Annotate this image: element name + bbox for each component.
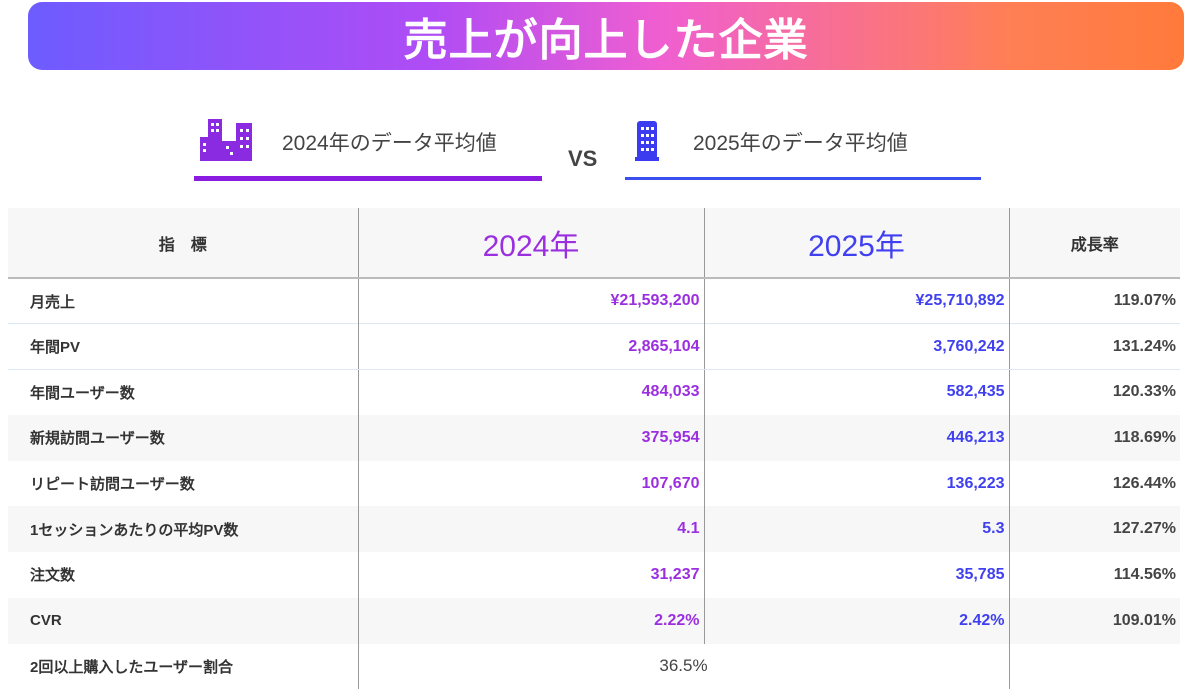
building-icon bbox=[635, 121, 659, 161]
metric-cell: 月売上 bbox=[30, 293, 76, 311]
buildings-icon bbox=[200, 119, 252, 161]
table-row-repeat-ratio: 2回以上購入したユーザー割合 36.5% bbox=[8, 643, 1180, 690]
header-2025: 2025年 bbox=[703, 208, 1009, 279]
page-title: 売上が向上した企業 bbox=[403, 16, 809, 65]
value-2024-cell: 2,865,104 bbox=[357, 323, 704, 370]
value-2024-cell: 31,237 bbox=[357, 552, 704, 598]
title-banner: 売上が向上した企業 bbox=[28, 2, 1184, 70]
legend-2024: 2024年のデータ平均値 bbox=[194, 115, 544, 185]
table-header: 指 標 2024年 2025年 成長率 bbox=[8, 208, 1180, 279]
value-2024-cell: 375,954 bbox=[357, 415, 704, 461]
table-row: CVR 2.22% 2.42% 109.01% bbox=[8, 597, 1180, 644]
metric-cell: 新規訪問ユーザー数 bbox=[8, 415, 358, 461]
header-metric: 指 標 bbox=[8, 208, 358, 279]
growth-cell: 126.44% bbox=[1008, 460, 1180, 507]
table-row: 年間PV 2,865,104 3,760,242 131.24% bbox=[8, 323, 1180, 370]
value-2025-cell: 3,760,242 bbox=[703, 323, 1009, 370]
metric-cell: 年間ユーザー数 bbox=[30, 384, 135, 402]
legend-2025-label: 2025年のデータ平均値 bbox=[693, 132, 908, 155]
empty-cell bbox=[1008, 643, 1180, 690]
table-row: 月売上 ¥21,593,200 ¥25,710,892 119.07% bbox=[8, 278, 1180, 324]
value-2025-cell: ¥25,710,892 bbox=[703, 278, 1009, 324]
legend-2024-label: 2024年のデータ平均値 bbox=[282, 132, 497, 155]
value-2024-cell: 107,670 bbox=[357, 460, 704, 507]
value-2024-cell: 4.1 bbox=[357, 506, 704, 553]
value-2025-cell: 5.3 bbox=[703, 506, 1009, 553]
table-row: 年間ユーザー数 484,033 582,435 120.33% bbox=[8, 369, 1180, 416]
header-growth: 成長率 bbox=[1008, 208, 1180, 279]
growth-cell: 114.56% bbox=[1008, 552, 1180, 598]
legend-2025-underline bbox=[625, 177, 981, 180]
metric-cell: リピート訪問ユーザー数 bbox=[30, 476, 195, 494]
value-2024-cell: 484,033 bbox=[357, 369, 704, 416]
metric-cell: 注文数 bbox=[30, 567, 76, 585]
vs-label: VS bbox=[568, 146, 598, 171]
value-2025-cell: 582,435 bbox=[703, 369, 1009, 416]
table-row: 注文数 31,237 35,785 114.56% bbox=[8, 552, 1180, 598]
value-2025-cell: 35,785 bbox=[703, 552, 1009, 598]
table-row: 新規訪問ユーザー数 375,954 446,213 118.69% bbox=[8, 415, 1180, 461]
metric-cell: CVR bbox=[8, 597, 358, 644]
growth-cell: 127.27% bbox=[1008, 506, 1180, 553]
metric-cell: 2回以上購入したユーザー割合 bbox=[30, 658, 234, 676]
value-2024-cell: ¥21,593,200 bbox=[357, 278, 704, 324]
metric-cell: 1セッションあたりの平均PV数 bbox=[8, 506, 358, 553]
value-2025-cell: 136,223 bbox=[703, 460, 1009, 507]
growth-cell: 131.24% bbox=[1008, 323, 1180, 370]
value-2025-cell: 2.42% bbox=[703, 597, 1009, 644]
growth-cell: 118.69% bbox=[1008, 415, 1180, 461]
value-2025-cell: 446,213 bbox=[703, 415, 1009, 461]
legend-2025: 2025年のデータ平均値 bbox=[625, 115, 985, 185]
growth-cell: 119.07% bbox=[1008, 278, 1180, 324]
header-2024: 2024年 bbox=[357, 208, 704, 279]
repeat-ratio-value: 36.5% bbox=[357, 643, 1009, 690]
comparison-table: 指 標 2024年 2025年 成長率 月売上 ¥21,593,200 ¥25,71… bbox=[8, 208, 1180, 690]
legend-2024-underline bbox=[194, 176, 542, 181]
table-row: 1セッションあたりの平均PV数 4.1 5.3 127.27% bbox=[8, 506, 1180, 553]
metric-cell: 年間PV bbox=[8, 323, 358, 370]
growth-cell: 120.33% bbox=[1008, 369, 1180, 416]
value-2024-cell: 2.22% bbox=[357, 597, 704, 644]
growth-cell: 109.01% bbox=[1008, 597, 1180, 644]
table-row: リピート訪問ユーザー数 107,670 136,223 126.44% bbox=[8, 460, 1180, 507]
